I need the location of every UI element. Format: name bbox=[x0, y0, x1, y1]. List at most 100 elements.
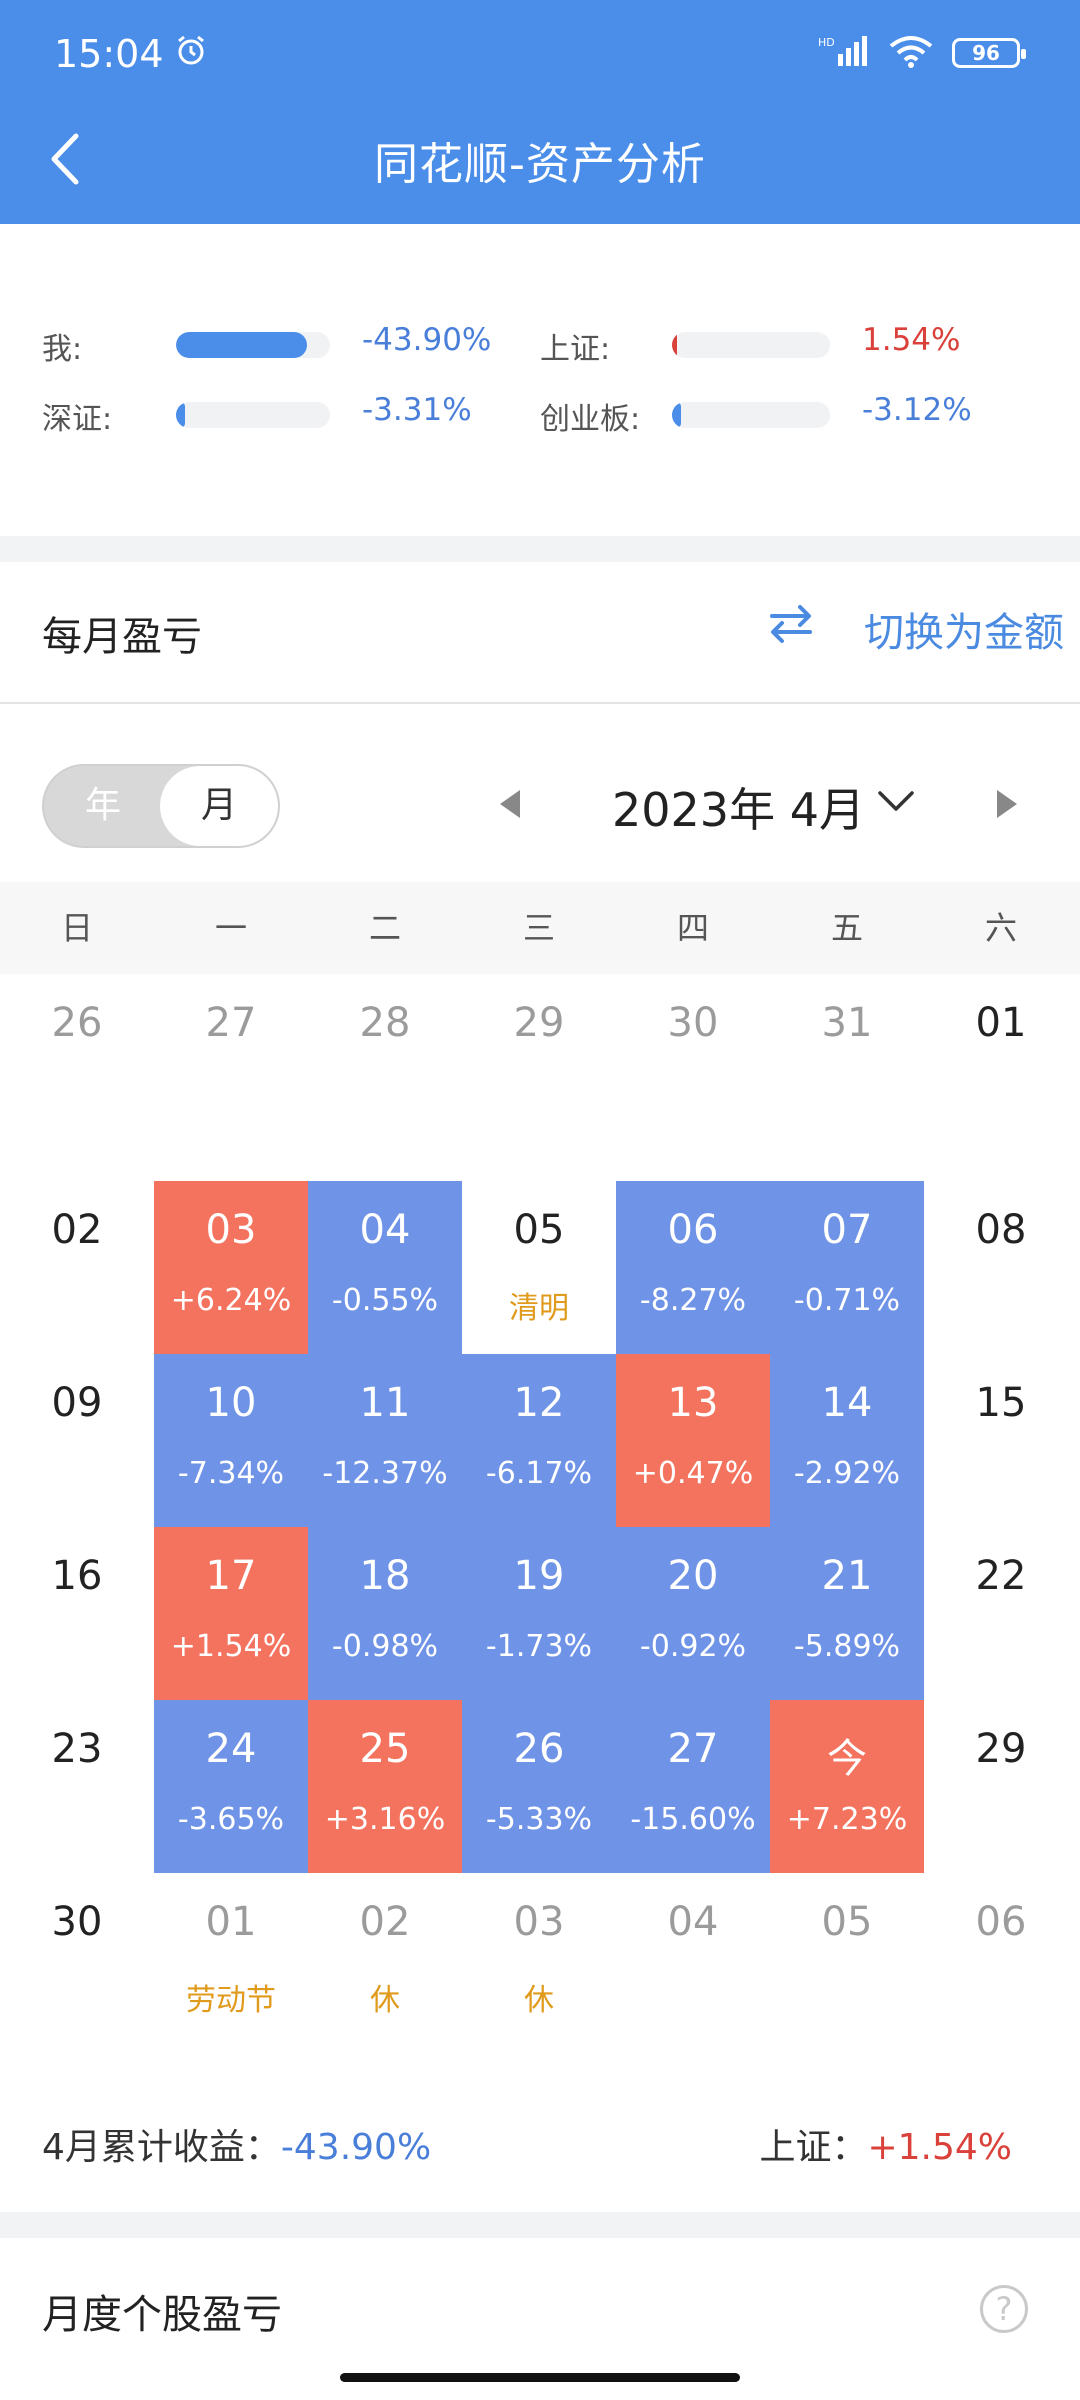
calendar-day[interactable]: 21 -5.89% bbox=[770, 1527, 924, 1700]
day-number: 07 bbox=[821, 1207, 873, 1253]
swap-icon bbox=[768, 602, 814, 656]
alarm-icon bbox=[174, 32, 208, 76]
calendar-day[interactable]: 30 bbox=[616, 974, 770, 1147]
calendar-day[interactable]: 01 劳动节 bbox=[154, 1873, 308, 2046]
day-number: 14 bbox=[821, 1380, 873, 1426]
month-summary: 4月累计收益：-43.90% bbox=[42, 2118, 431, 2170]
calendar-day[interactable]: 11 -12.37% bbox=[308, 1354, 462, 1527]
calendar-day[interactable]: 25 +3.16% bbox=[308, 1700, 462, 1873]
calendar-day[interactable]: 10 -7.34% bbox=[154, 1354, 308, 1527]
day-number: 08 bbox=[975, 1207, 1027, 1253]
home-indicator[interactable] bbox=[340, 2373, 740, 2382]
day-number: 03 bbox=[205, 1207, 257, 1253]
compare-cy: 创业板: bbox=[540, 394, 640, 438]
section-divider-2 bbox=[0, 2212, 1080, 2238]
weekday-label: 六 bbox=[984, 909, 1017, 947]
prev-month-button[interactable] bbox=[500, 790, 520, 818]
calendar-day[interactable]: 06 bbox=[924, 1873, 1078, 2046]
calendar-day[interactable]: 31 bbox=[770, 974, 924, 1147]
compare-sh-label: 上证: bbox=[540, 332, 611, 367]
calendar-day[interactable]: 13 +0.47% bbox=[616, 1354, 770, 1527]
calendar-day[interactable]: 29 bbox=[462, 974, 616, 1147]
day-return: -5.89% bbox=[793, 1629, 901, 1664]
weekday-header: 日一二三四五六 bbox=[0, 882, 1080, 974]
status-time: 15:04 bbox=[54, 32, 208, 76]
calendar-day[interactable]: 24 -3.65% bbox=[154, 1700, 308, 1873]
day-number: 28 bbox=[359, 1000, 411, 1046]
calendar-day[interactable]: 22 bbox=[924, 1527, 1078, 1700]
day-number: 06 bbox=[667, 1207, 719, 1253]
compare-sh-bar bbox=[672, 332, 830, 358]
calendar-day[interactable]: 04 -0.55% bbox=[308, 1181, 462, 1354]
calendar-day[interactable]: 09 bbox=[0, 1354, 154, 1527]
day-return: -15.60% bbox=[630, 1802, 756, 1837]
calendar-day[interactable]: 12 -6.17% bbox=[462, 1354, 616, 1527]
calendar-day[interactable]: 27 bbox=[154, 974, 308, 1147]
calendar-day[interactable]: 05 清明 bbox=[462, 1181, 616, 1354]
calendar-day[interactable]: 03 +6.24% bbox=[154, 1181, 308, 1354]
help-icon[interactable]: ? bbox=[980, 2285, 1028, 2333]
period-toggle[interactable]: 年 月 bbox=[42, 764, 280, 848]
day-number: 今 bbox=[827, 1736, 867, 1782]
day-return: -8.27% bbox=[639, 1283, 747, 1318]
calendar-day[interactable]: 06 -8.27% bbox=[616, 1181, 770, 1354]
calendar-day[interactable]: 今 +7.23% bbox=[770, 1700, 924, 1873]
section-divider bbox=[0, 536, 1080, 562]
stock-pnl-title: 月度个股盈亏 bbox=[42, 2292, 282, 2338]
chevron-down-icon[interactable] bbox=[876, 788, 916, 814]
calendar-day[interactable]: 18 -0.98% bbox=[308, 1527, 462, 1700]
day-return: +1.54% bbox=[170, 1629, 292, 1664]
calendar-day[interactable]: 27 -15.60% bbox=[616, 1700, 770, 1873]
day-return: -0.92% bbox=[639, 1629, 747, 1664]
day-number: 23 bbox=[51, 1726, 103, 1772]
toggle-month[interactable]: 月 bbox=[160, 766, 278, 846]
calendar-day[interactable]: 28 bbox=[308, 974, 462, 1147]
calendar-day[interactable]: 01 bbox=[924, 974, 1078, 1147]
compare-me: 我: bbox=[42, 324, 82, 368]
calendar-day[interactable]: 29 bbox=[924, 1700, 1078, 1873]
back-button[interactable] bbox=[40, 124, 90, 194]
calendar-day[interactable]: 20 -0.92% bbox=[616, 1527, 770, 1700]
day-number: 21 bbox=[821, 1553, 873, 1599]
calendar-day[interactable]: 02 休 bbox=[308, 1873, 462, 2046]
day-return: -5.33% bbox=[485, 1802, 593, 1837]
benchmark-comparison: 我: -43.90% 上证: 1.54% 深证: -3.31% 创业板: -3.… bbox=[0, 224, 1080, 536]
calendar-day[interactable]: 14 -2.92% bbox=[770, 1354, 924, 1527]
calendar-day[interactable]: 16 bbox=[0, 1527, 154, 1700]
next-month-button[interactable] bbox=[997, 790, 1017, 818]
calendar-day[interactable]: 19 -1.73% bbox=[462, 1527, 616, 1700]
compare-sh-bar-fill bbox=[672, 332, 677, 358]
calendar-day[interactable]: 15 bbox=[924, 1354, 1078, 1527]
toggle-year[interactable]: 年 bbox=[84, 785, 121, 826]
svg-text:HD: HD bbox=[818, 36, 835, 49]
day-number: 27 bbox=[667, 1726, 719, 1772]
calendar-day[interactable]: 23 bbox=[0, 1700, 154, 1873]
day-number: 30 bbox=[51, 1899, 103, 1945]
day-number: 11 bbox=[359, 1380, 411, 1426]
month-selector[interactable]: 2023年 4月 bbox=[612, 783, 865, 837]
cell-signal-icon: HD bbox=[818, 34, 870, 72]
compare-me-bar bbox=[176, 332, 330, 358]
calendar-day[interactable]: 08 bbox=[924, 1181, 1078, 1354]
calendar-day[interactable]: 30 bbox=[0, 1873, 154, 2046]
calendar-day[interactable]: 26 -5.33% bbox=[462, 1700, 616, 1873]
day-number: 01 bbox=[975, 1000, 1027, 1046]
index-summary-value: +1.54% bbox=[867, 2127, 1012, 2168]
day-number: 15 bbox=[975, 1380, 1027, 1426]
switch-to-amount-button[interactable]: 切换为金额 bbox=[768, 600, 1064, 658]
weekday-label: 一 bbox=[214, 909, 247, 947]
day-return: -2.92% bbox=[793, 1456, 901, 1491]
calendar-day[interactable]: 04 bbox=[616, 1873, 770, 2046]
calendar-day[interactable]: 03 休 bbox=[462, 1873, 616, 2046]
calendar-day[interactable]: 07 -0.71% bbox=[770, 1181, 924, 1354]
compare-me-bar-fill bbox=[176, 332, 307, 358]
day-number: 25 bbox=[359, 1726, 411, 1772]
calendar-day[interactable]: 17 +1.54% bbox=[154, 1527, 308, 1700]
calendar-day[interactable]: 02 bbox=[0, 1181, 154, 1354]
day-number: 26 bbox=[513, 1726, 565, 1772]
calendar-day[interactable]: 05 bbox=[770, 1873, 924, 2046]
compare-sz-value: -3.31% bbox=[362, 392, 472, 428]
day-number: 09 bbox=[51, 1380, 103, 1426]
month-summary-value: -43.90% bbox=[280, 2127, 432, 2168]
calendar-day[interactable]: 26 bbox=[0, 974, 154, 1147]
